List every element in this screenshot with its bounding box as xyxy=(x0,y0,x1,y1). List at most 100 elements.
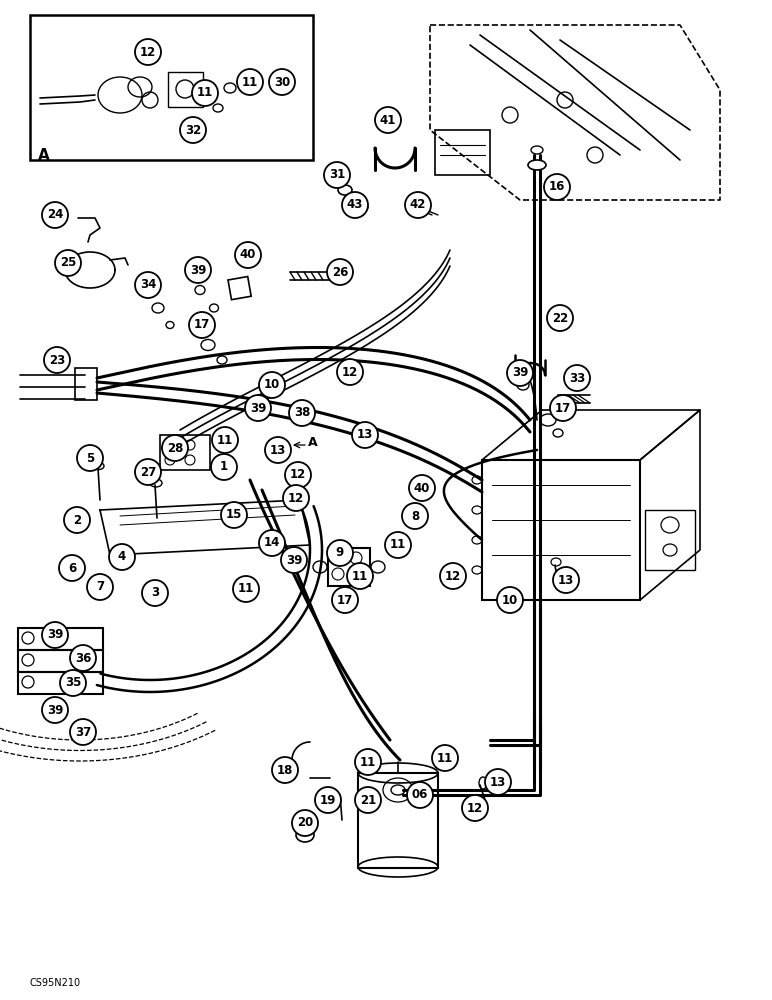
Text: 11: 11 xyxy=(197,87,213,100)
Circle shape xyxy=(332,587,358,613)
Circle shape xyxy=(355,749,381,775)
Circle shape xyxy=(269,69,295,95)
Text: 14: 14 xyxy=(264,536,280,550)
Circle shape xyxy=(375,107,401,133)
Text: 20: 20 xyxy=(297,816,313,830)
Circle shape xyxy=(405,192,431,218)
Circle shape xyxy=(237,69,263,95)
Circle shape xyxy=(315,787,341,813)
Text: 40: 40 xyxy=(414,482,430,494)
Bar xyxy=(168,72,203,107)
Text: 6: 6 xyxy=(68,562,76,574)
Text: 43: 43 xyxy=(347,198,363,212)
Circle shape xyxy=(285,462,311,488)
Text: 12: 12 xyxy=(445,570,461,582)
Circle shape xyxy=(347,563,373,589)
Text: 12: 12 xyxy=(342,365,358,378)
Circle shape xyxy=(233,576,259,602)
Text: 39: 39 xyxy=(190,263,206,276)
Circle shape xyxy=(547,305,573,331)
Text: 37: 37 xyxy=(75,726,91,738)
Circle shape xyxy=(432,745,458,771)
Circle shape xyxy=(135,459,161,485)
Text: 18: 18 xyxy=(277,764,293,776)
Text: 11: 11 xyxy=(217,434,233,446)
Text: 7: 7 xyxy=(96,580,104,593)
Circle shape xyxy=(135,272,161,298)
Circle shape xyxy=(60,670,86,696)
Circle shape xyxy=(324,162,350,188)
Circle shape xyxy=(59,555,85,581)
Text: 17: 17 xyxy=(555,401,571,414)
Circle shape xyxy=(162,435,188,461)
Circle shape xyxy=(259,372,285,398)
Circle shape xyxy=(407,782,433,808)
Text: 11: 11 xyxy=(360,756,376,768)
Bar xyxy=(18,672,103,694)
Text: 8: 8 xyxy=(411,510,419,522)
Text: 31: 31 xyxy=(329,168,345,182)
Circle shape xyxy=(211,454,237,480)
Text: 39: 39 xyxy=(512,366,528,379)
Text: 12: 12 xyxy=(140,45,156,58)
Circle shape xyxy=(221,502,247,528)
Text: 19: 19 xyxy=(320,794,336,806)
Text: 36: 36 xyxy=(75,652,91,664)
Text: A: A xyxy=(38,148,49,163)
Circle shape xyxy=(553,567,579,593)
Ellipse shape xyxy=(528,160,546,170)
Circle shape xyxy=(281,547,307,573)
Circle shape xyxy=(265,437,291,463)
Circle shape xyxy=(42,622,68,648)
Text: 2: 2 xyxy=(73,514,81,526)
Text: 3: 3 xyxy=(151,586,159,599)
Bar xyxy=(645,510,695,570)
Circle shape xyxy=(42,202,68,228)
Text: 25: 25 xyxy=(59,256,76,269)
Text: 17: 17 xyxy=(194,318,210,332)
Circle shape xyxy=(564,365,590,391)
Text: 27: 27 xyxy=(140,466,156,479)
Circle shape xyxy=(440,563,466,589)
Circle shape xyxy=(44,347,70,373)
Circle shape xyxy=(283,485,309,511)
Text: 39: 39 xyxy=(286,554,302,566)
Text: 4: 4 xyxy=(118,550,126,564)
Bar xyxy=(328,548,370,586)
Text: CS95N210: CS95N210 xyxy=(30,978,81,988)
Circle shape xyxy=(402,503,428,529)
Text: 39: 39 xyxy=(250,401,266,414)
Circle shape xyxy=(497,587,523,613)
Text: 1: 1 xyxy=(220,460,228,474)
Circle shape xyxy=(327,540,353,566)
Circle shape xyxy=(327,259,353,285)
Text: 41: 41 xyxy=(380,113,396,126)
Bar xyxy=(18,628,103,650)
Text: 16: 16 xyxy=(549,180,565,194)
Text: 28: 28 xyxy=(167,442,183,454)
Bar xyxy=(228,277,251,300)
Text: 13: 13 xyxy=(270,444,286,456)
Circle shape xyxy=(70,719,96,745)
Text: 06: 06 xyxy=(411,788,428,802)
Text: 11: 11 xyxy=(437,752,453,764)
Circle shape xyxy=(355,787,381,813)
Bar xyxy=(30,15,313,160)
Text: 11: 11 xyxy=(352,570,368,582)
Text: 15: 15 xyxy=(226,508,242,522)
Text: A: A xyxy=(308,436,317,448)
Text: 34: 34 xyxy=(140,278,156,292)
Circle shape xyxy=(180,117,206,143)
Bar xyxy=(482,460,640,600)
Text: 33: 33 xyxy=(569,371,585,384)
Circle shape xyxy=(289,400,315,426)
Circle shape xyxy=(337,359,363,385)
Text: 26: 26 xyxy=(332,265,348,278)
Text: 23: 23 xyxy=(49,354,65,366)
Text: 13: 13 xyxy=(357,428,373,442)
Bar xyxy=(435,130,490,175)
Text: 11: 11 xyxy=(242,76,258,89)
Text: 10: 10 xyxy=(264,378,280,391)
Text: 22: 22 xyxy=(552,312,568,324)
Text: 32: 32 xyxy=(185,123,201,136)
